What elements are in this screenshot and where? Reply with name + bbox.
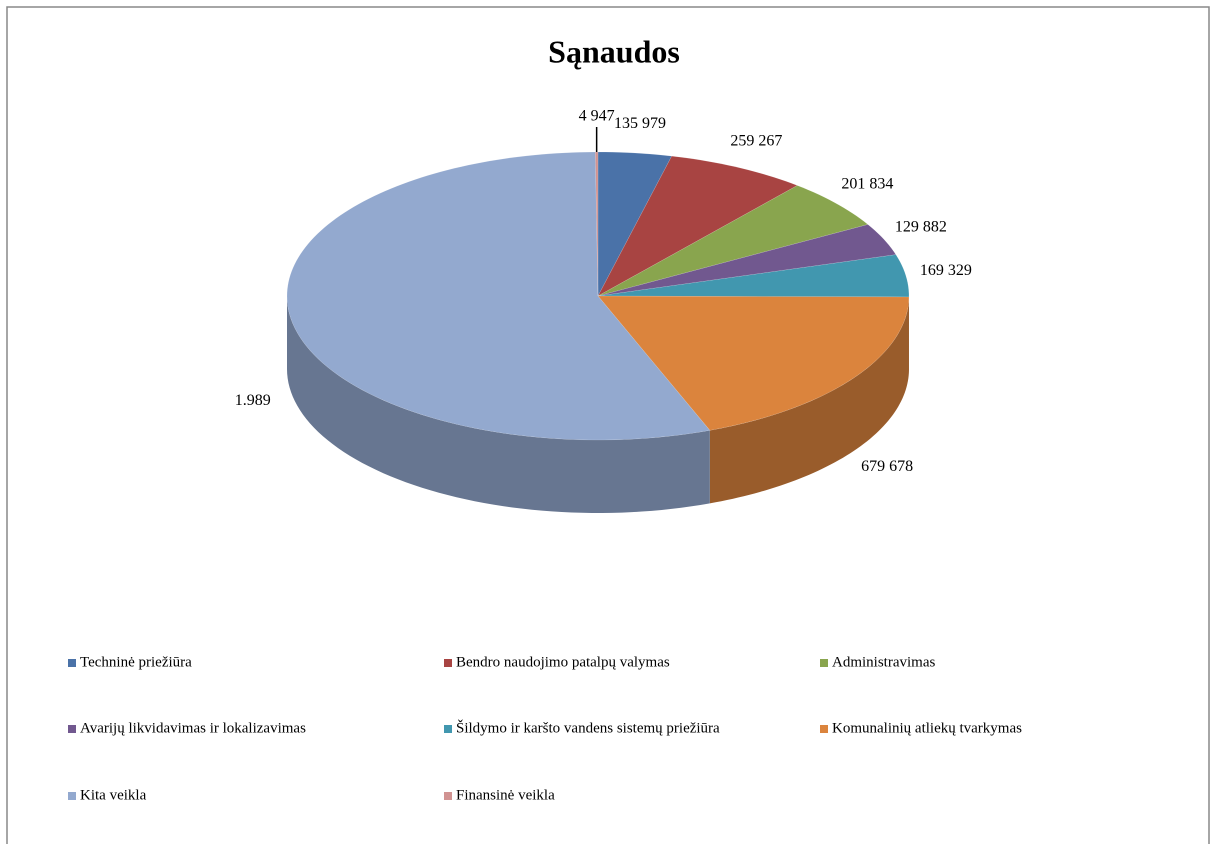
legend-swatch	[444, 659, 452, 667]
legend-swatch	[444, 725, 452, 733]
slice	[597, 155, 798, 297]
legend-swatch	[444, 792, 452, 800]
legend-label: Šildymo ir karšto vandens sistemų prieži…	[456, 719, 720, 736]
data-label: 679 678	[861, 458, 913, 475]
legend-swatch	[68, 659, 76, 667]
data-label: 1.989	[235, 392, 271, 409]
legend-label: Bendro naudojimo patalpų valymas	[456, 654, 670, 670]
legend-swatch	[820, 659, 828, 667]
slice	[597, 295, 910, 431]
slice	[597, 151, 673, 297]
legend-label: Avarijų likvidavimas ir lokalizavimas	[80, 720, 306, 736]
slice	[597, 254, 910, 298]
chart-title: Sąnaudos	[548, 33, 680, 69]
slice	[597, 224, 897, 297]
slice-side	[287, 296, 710, 513]
slice	[286, 151, 711, 441]
legend-label: Administravimas	[832, 654, 935, 670]
slice	[597, 185, 869, 297]
data-label: 129 882	[895, 218, 947, 235]
legend-label: Techninė priežiūra	[80, 654, 192, 670]
legend-label: Finansinė veikla	[456, 787, 555, 803]
slice-side	[709, 296, 909, 504]
legend-swatch	[820, 725, 828, 733]
data-label: 4 947	[579, 108, 615, 125]
legend-swatch	[68, 792, 76, 800]
data-label: 135 979	[614, 115, 666, 132]
data-label: 201 834	[841, 176, 893, 193]
legend-swatch	[68, 725, 76, 733]
data-label: 169 329	[920, 262, 972, 279]
legend-label: Kita veikla	[80, 787, 147, 803]
data-label: 259 267	[730, 132, 782, 149]
legend-label: Komunalinių atliekų tvarkymas	[832, 720, 1022, 736]
